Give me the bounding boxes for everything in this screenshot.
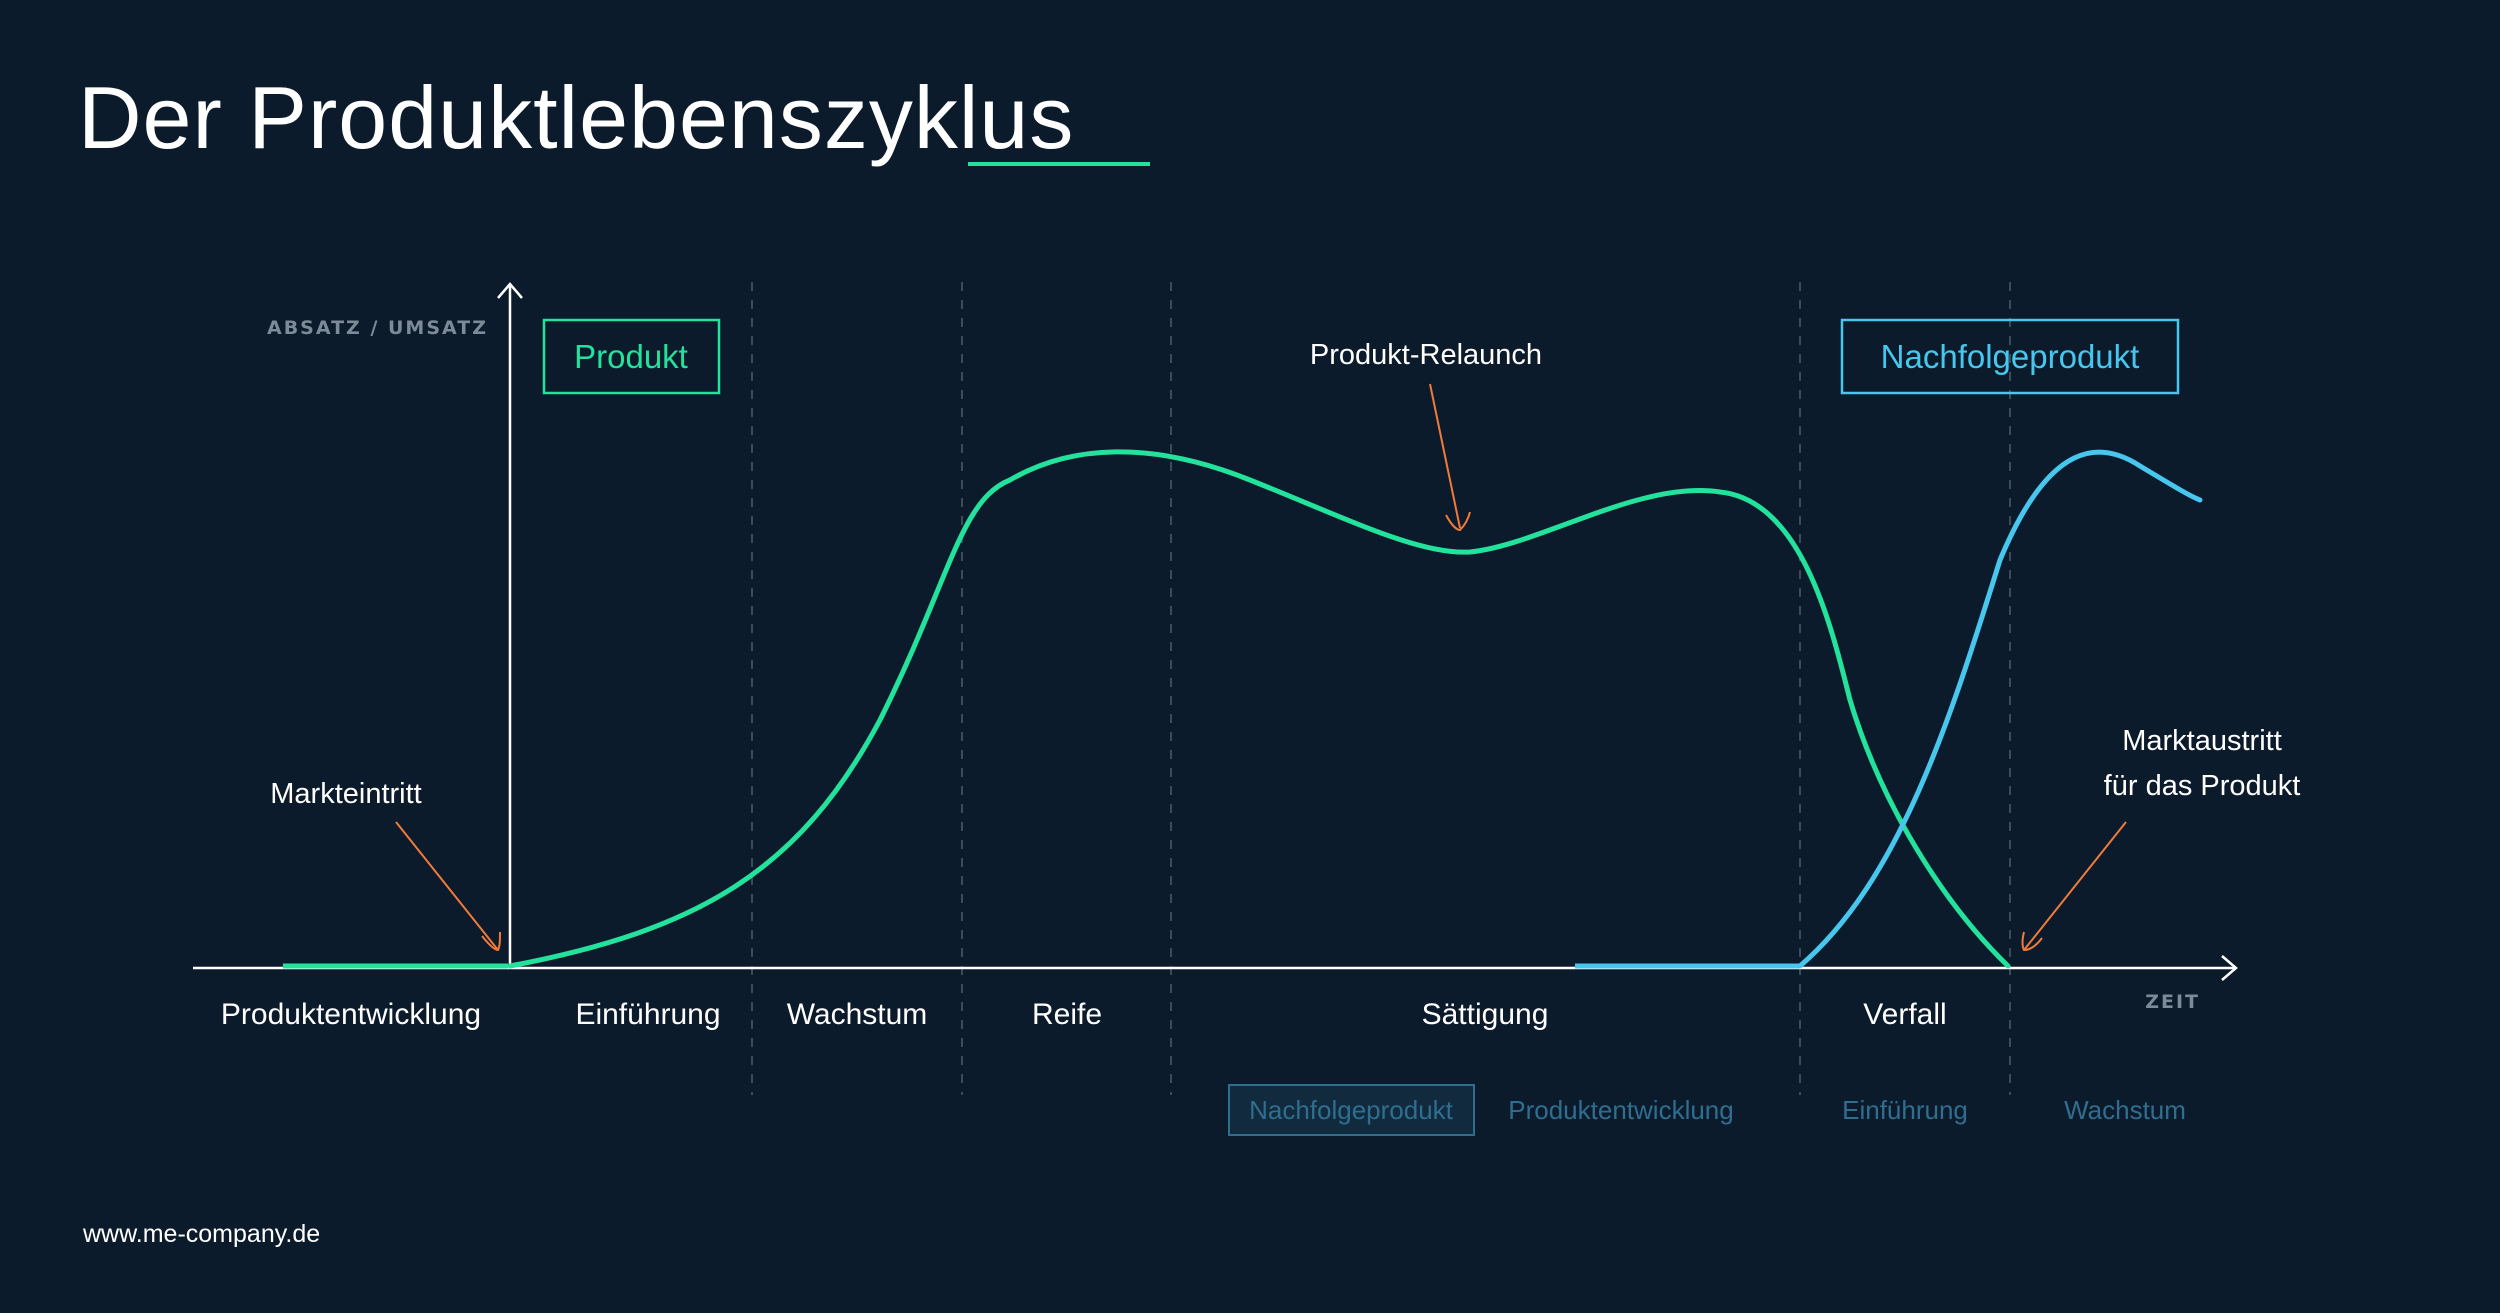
- relaunch-arrow: [1429, 383, 1461, 529]
- phase-label-verfall: Verfall: [1863, 998, 1946, 1031]
- phase-dividers: [751, 282, 2011, 1095]
- market-exit-arrowhead: [2021, 931, 2043, 952]
- successor-phase-einfuehrung: Einführung: [1842, 1095, 1968, 1125]
- market-entry-label: Markteintritt: [270, 778, 421, 810]
- successor-lifecycle-curve: [1797, 449, 2203, 969]
- product-lifecycle-curve: [507, 449, 2011, 969]
- product-box: [542, 318, 721, 395]
- y-axis-label: ABSATZ / UMSATZ: [267, 317, 488, 339]
- successor-phase-badge: [1228, 1084, 1475, 1136]
- relaunch-label: Produkt-Relaunch: [1310, 339, 1542, 371]
- phase-label-reife: Reife: [1032, 998, 1102, 1031]
- market-exit-label-line2: für das Produkt: [2104, 770, 2301, 802]
- successor-box-label: Nachfolgeprodukt: [1881, 338, 2140, 375]
- x-axis-arrowhead: [2221, 955, 2238, 981]
- successor-phase-badge-label: Nachfolgeprodukt: [1249, 1095, 1454, 1125]
- market-entry-arrow: [395, 821, 499, 951]
- market-entry-arrowhead: [481, 931, 501, 952]
- market-exit-arrow: [2023, 821, 2127, 951]
- phase-label-wachstum: Wachstum: [787, 998, 928, 1031]
- product-box-label: Produkt: [574, 338, 688, 375]
- x-axis-label: ZEIT: [2145, 991, 2200, 1013]
- successor-box: [1840, 318, 2180, 395]
- footer-url: www.me-company.de: [82, 1220, 320, 1248]
- successor-phase-produktentwicklung: Produktentwicklung: [1508, 1095, 1733, 1125]
- phase-label-saettigung: Sättigung: [1422, 998, 1549, 1031]
- page-title: Der Produktlebenszyklus: [78, 68, 1074, 167]
- market-exit-label-line1: Marktaustritt: [2122, 725, 2282, 757]
- phase-label-einfuehrung: Einführung: [575, 998, 720, 1031]
- phase-label-produktentwicklung: Produktentwicklung: [221, 998, 481, 1031]
- relaunch-arrowhead: [1445, 511, 1471, 532]
- successor-phase-wachstum: Wachstum: [2064, 1095, 2186, 1125]
- y-axis-arrowhead: [497, 282, 523, 299]
- phase-labels: Produktentwicklung Einführung Wachstum R…: [221, 998, 1947, 1031]
